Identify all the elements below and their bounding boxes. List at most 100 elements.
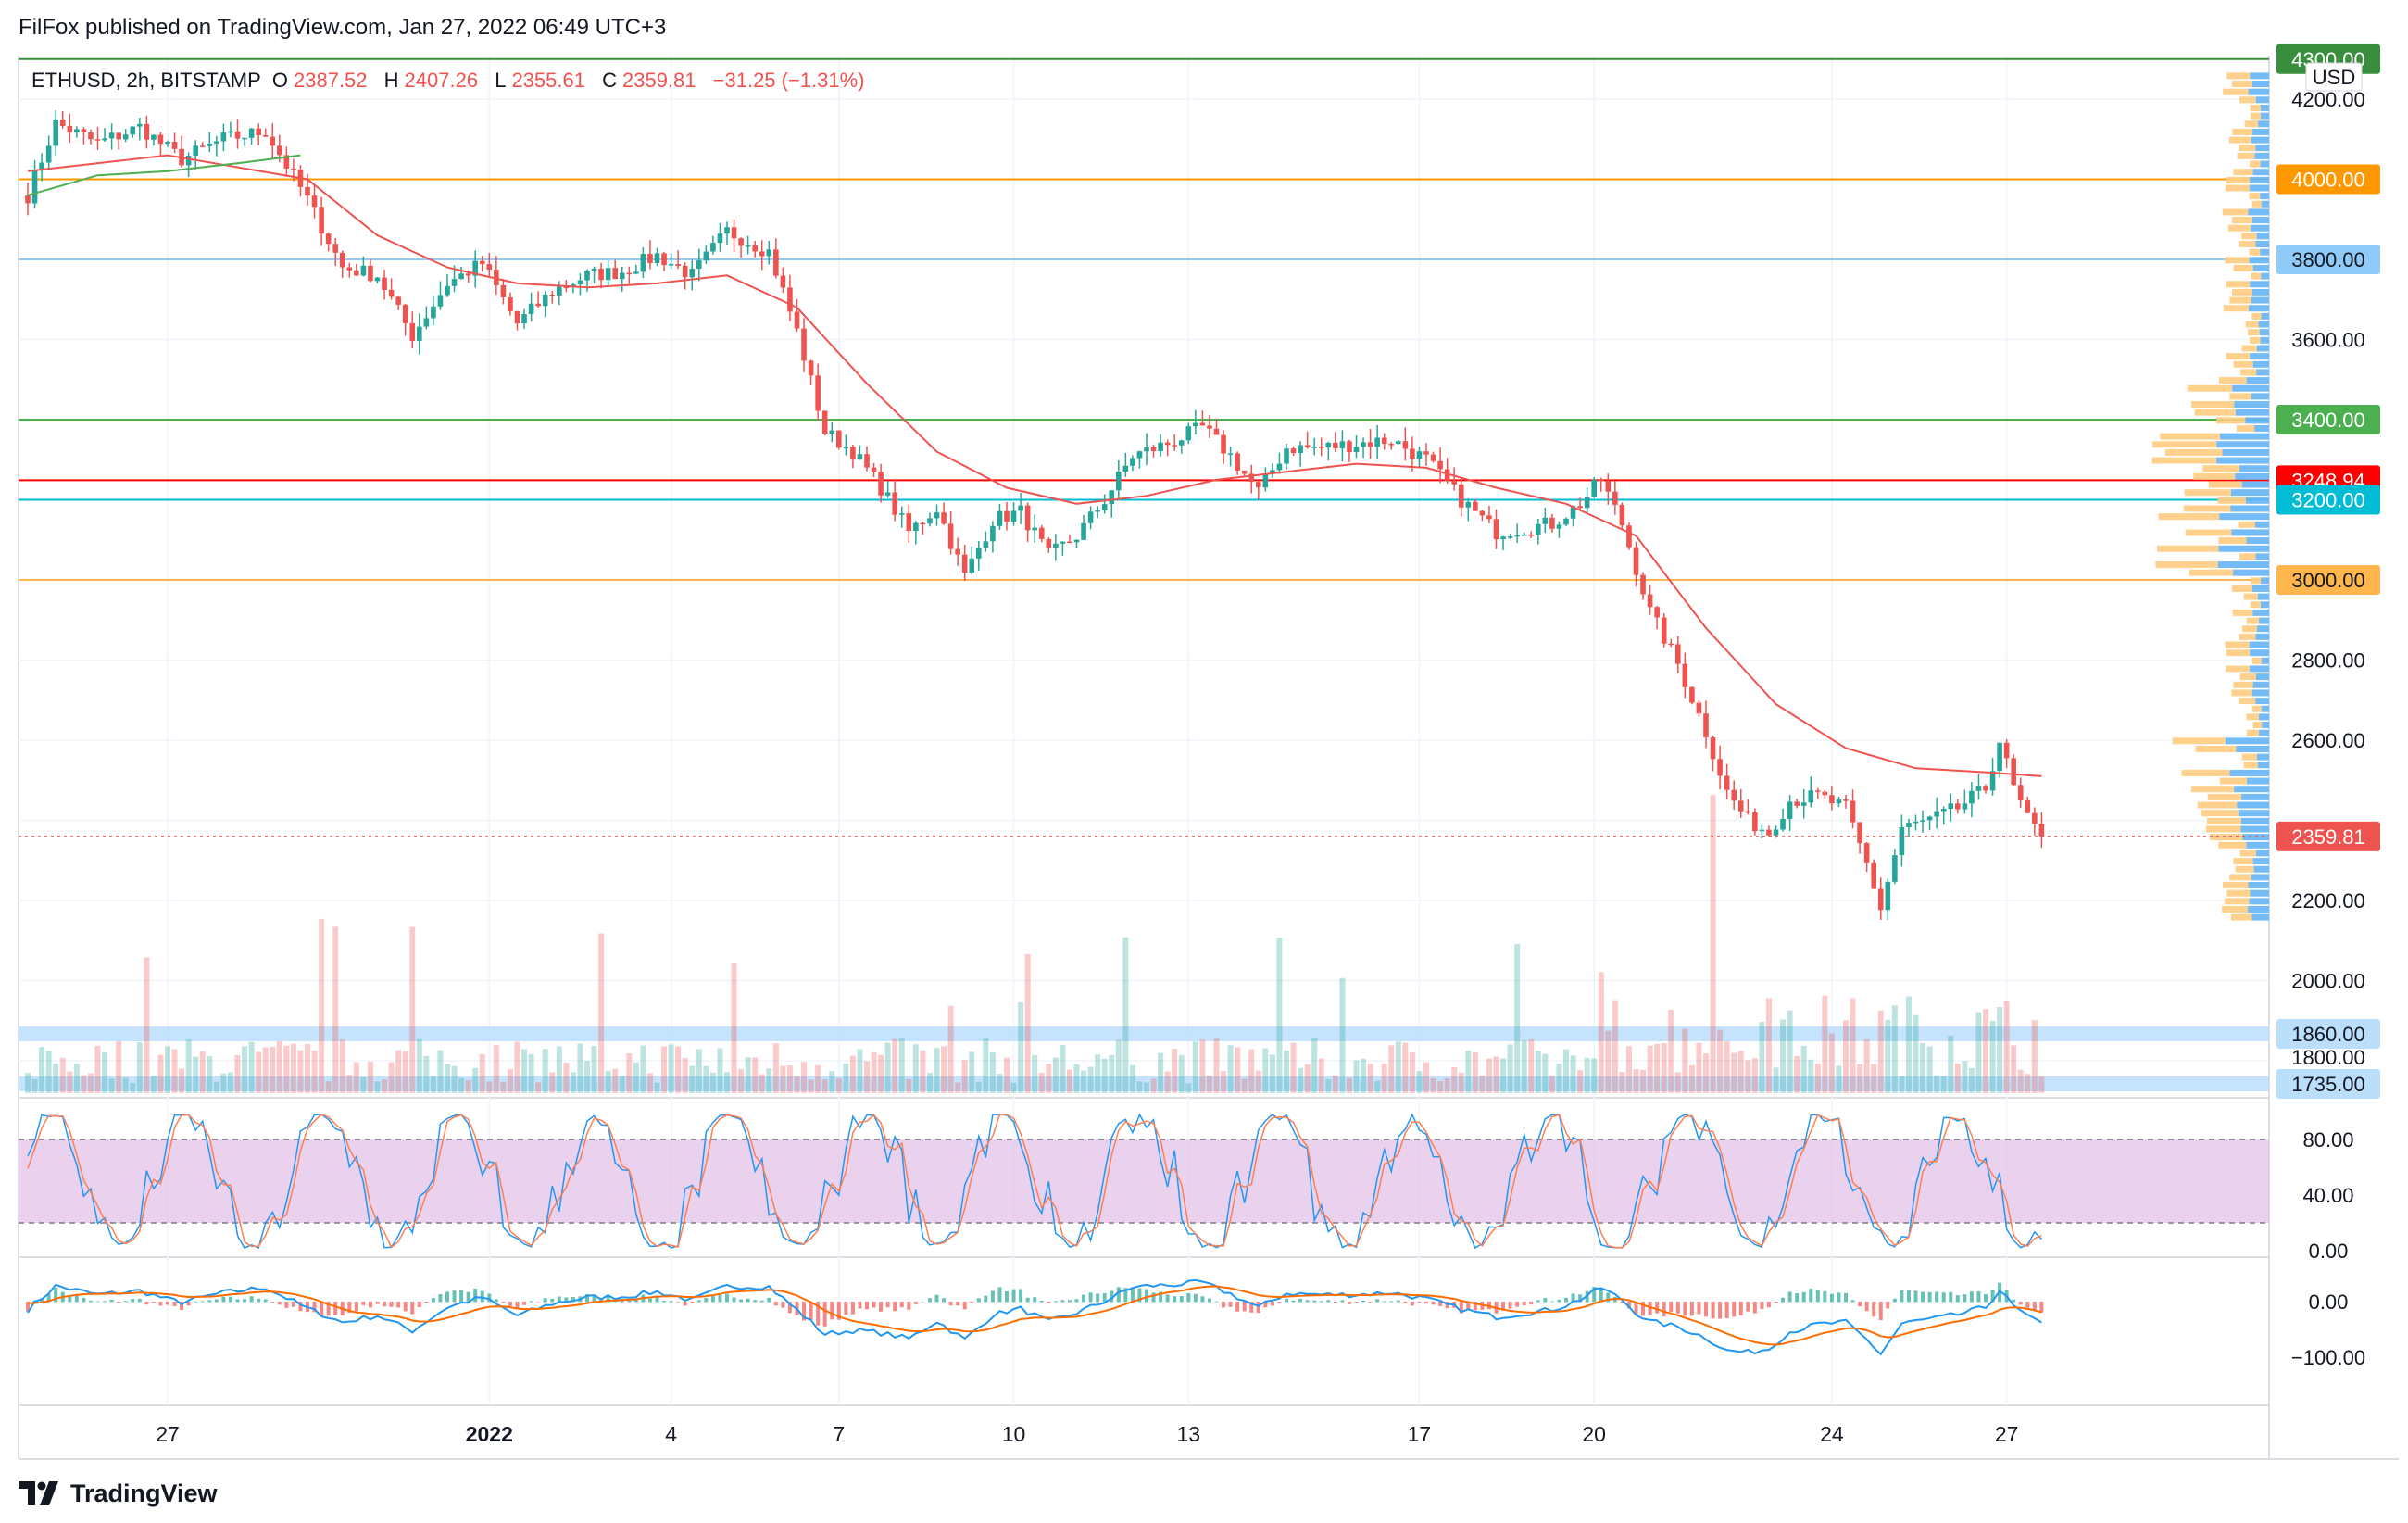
volume-bar: [1500, 1058, 1507, 1093]
volume-bar: [1311, 1038, 1318, 1093]
candle-body: [1270, 470, 1275, 474]
macd-hist-bar: [1599, 1288, 1603, 1303]
vp-bar-up: [2181, 769, 2230, 776]
macd-hist-bar: [1864, 1302, 1869, 1312]
vp-bar-down: [2217, 561, 2269, 569]
macd-hist-bar: [571, 1297, 575, 1303]
vp-bar-up: [2231, 217, 2252, 224]
macd-hist-bar: [1173, 1296, 1177, 1303]
candle-body: [1521, 534, 1527, 536]
vp-bar-down: [2248, 88, 2269, 95]
candle-body: [165, 142, 170, 145]
macd-hist-bar: [243, 1299, 247, 1303]
candle-body: [1822, 791, 1828, 796]
volume-bar: [1989, 1020, 1996, 1093]
volume-bar: [1605, 1030, 1612, 1093]
macd-hist-bar: [1837, 1292, 1841, 1303]
macd-hist-bar: [809, 1302, 813, 1320]
candle-body: [955, 548, 960, 555]
candle-body: [1437, 460, 1443, 470]
volume-bar: [1479, 1075, 1486, 1093]
vp-bar-down: [2250, 72, 2269, 80]
candle-body: [821, 410, 828, 434]
candle-body: [1339, 441, 1346, 448]
candle-body: [1863, 843, 1870, 863]
macd-hist-bar: [1858, 1302, 1862, 1307]
volume-bar: [1535, 1051, 1541, 1093]
volume-bar: [283, 1045, 290, 1093]
volume-bar: [849, 1055, 856, 1093]
macd-hist-bar: [921, 1301, 925, 1303]
candle-body: [1962, 803, 1968, 810]
level-tag-text: 4000.00: [2291, 169, 2365, 192]
candle-body: [1060, 541, 1066, 544]
vp-bar-up: [2172, 737, 2226, 745]
volume-bar: [1633, 1069, 1639, 1093]
macd-hist-bar: [1634, 1302, 1638, 1315]
candle-body: [494, 270, 499, 285]
candle-body: [1731, 789, 1737, 801]
volume-bar: [2003, 1001, 2010, 1093]
tradingview-brand[interactable]: TradingView: [19, 1477, 218, 1510]
macd-hist-bar: [816, 1302, 821, 1326]
macd-hist-bar: [802, 1302, 807, 1321]
vp-bar-down: [2230, 505, 2269, 512]
time-tick: 17: [1408, 1422, 1432, 1446]
volume-bar: [346, 1075, 353, 1093]
candle-body: [1989, 771, 1996, 791]
candle-body: [542, 294, 548, 307]
vp-bar-up: [2152, 441, 2217, 448]
candle-body: [45, 145, 52, 163]
vp-bar-up: [2246, 713, 2259, 721]
volume-bar: [871, 1051, 877, 1093]
volume-bar: [1276, 938, 1283, 1093]
macd-hist-bar: [487, 1293, 492, 1303]
vp-bar-down: [2254, 521, 2269, 528]
candle-body: [130, 126, 136, 135]
candle-body: [1591, 479, 1597, 497]
macd-hist-bar: [1263, 1302, 1268, 1308]
volume-bar: [752, 1057, 759, 1093]
volume-bar: [668, 1044, 674, 1093]
volume-bar: [941, 1046, 947, 1093]
volume-bar: [947, 1005, 954, 1093]
vp-bar-down: [2258, 120, 2269, 128]
macd-hist-bar: [1522, 1302, 1526, 1306]
candle-body: [458, 273, 464, 280]
macd-hist-bar: [732, 1297, 736, 1303]
macd-hist-bar: [773, 1302, 778, 1306]
vp-bar-down: [2246, 497, 2269, 504]
candle-body: [319, 207, 324, 234]
macd-hist-bar: [88, 1300, 93, 1303]
vp-bar-down: [2255, 850, 2269, 857]
vp-bar-up: [2239, 673, 2256, 681]
candle-body: [332, 244, 338, 253]
volume-bar: [633, 1062, 639, 1093]
candle-body: [773, 249, 779, 276]
candle-body: [171, 142, 178, 149]
macd-hist-bar: [984, 1295, 988, 1303]
candle-body: [1892, 855, 1898, 882]
volume-bar: [1983, 1009, 1988, 1093]
macd-hist-bar: [1228, 1302, 1233, 1307]
candle-body: [815, 375, 821, 411]
macd-hist-bar: [1815, 1290, 1820, 1303]
level-tag-3000.00: [2276, 565, 2380, 595]
macd-hist-bar: [1326, 1300, 1331, 1303]
candle-body: [248, 128, 255, 138]
macd-hist-bar: [494, 1299, 498, 1303]
vp-bar-down: [2251, 585, 2269, 592]
vp-bar-up: [2233, 264, 2253, 271]
volume-bar: [207, 1056, 213, 1093]
stoch-tick: 0.00: [2309, 1240, 2349, 1263]
macd-hist-bar: [186, 1302, 191, 1306]
symbol-legend[interactable]: ETHUSD, 2h, BITSTAMP O 2387.52 H 2407.26 L…: [31, 69, 871, 93]
volume-bar: [884, 1042, 891, 1093]
vp-bar-up: [2164, 448, 2223, 456]
candle-body: [1717, 759, 1723, 776]
candle-body: [25, 195, 31, 204]
candle-body: [752, 245, 758, 252]
vp-bar-up: [2222, 905, 2249, 913]
volume-bar: [955, 1082, 961, 1093]
